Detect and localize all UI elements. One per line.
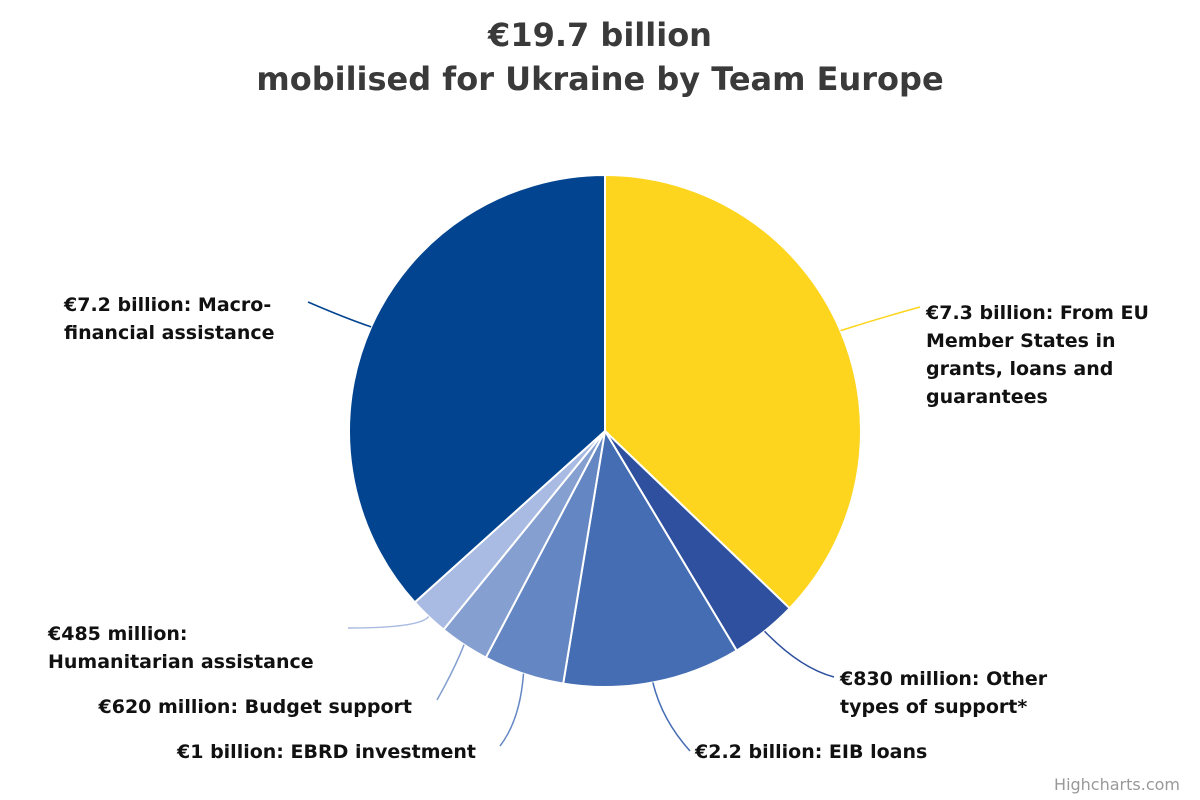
data-label-line: grants, loans and: [926, 358, 1113, 380]
data-label-line: €7.3 billion: From EU: [925, 302, 1149, 324]
data-labels: €7.3 billion: From EU Member States in gra…: [47, 294, 1149, 763]
data-label-line: €830 million: Other: [839, 668, 1048, 690]
data-label-line: financial assistance: [64, 322, 275, 344]
label-connector: [763, 630, 835, 678]
data-label: €1 billion: EBRD investment: [176, 741, 476, 763]
label-connector: [652, 682, 691, 752]
credit-link[interactable]: Highcharts.com: [1054, 775, 1180, 794]
data-label-line: €485 million:: [47, 623, 188, 645]
data-label-line: €2.2 billion: EIB loans: [694, 741, 927, 763]
chart-title: €19.7 billion mobilised for Ukraine by Te…: [256, 16, 943, 98]
label-connectors: [307, 301, 921, 752]
data-label-line: €620 million: Budget support: [98, 696, 412, 718]
data-label: €7.3 billion: From EU Member States in gra…: [925, 302, 1149, 408]
label-connector: [499, 673, 525, 747]
data-label-line: €1 billion: EBRD investment: [176, 741, 476, 763]
label-connector: [436, 644, 465, 701]
pie-slices: [348, 174, 862, 688]
title-line: €19.7 billion: [487, 16, 712, 54]
data-label: €620 million: Budget support: [98, 696, 412, 718]
data-label: €7.2 billion: Macro-financial assistance: [63, 294, 275, 344]
data-label: €485 million: Humanitarian assistance: [47, 623, 314, 673]
data-label: €830 million: Other types of support*: [839, 668, 1048, 718]
data-label-line: types of support*: [840, 696, 1027, 718]
data-label-line: guarantees: [926, 386, 1048, 408]
pie-slice[interactable]: [604, 174, 862, 610]
label-connector: [347, 616, 430, 629]
data-label-line: Humanitarian assistance: [48, 651, 314, 673]
data-label-line: €7.2 billion: Macro-: [63, 294, 271, 316]
data-label: €2.2 billion: EIB loans: [694, 741, 927, 763]
data-label-line: Member States in: [926, 330, 1116, 352]
label-connector: [840, 306, 921, 332]
label-connector: [307, 301, 372, 328]
pie-slice[interactable]: [348, 174, 606, 604]
title-line: mobilised for Ukraine by Team Europe: [256, 60, 943, 98]
